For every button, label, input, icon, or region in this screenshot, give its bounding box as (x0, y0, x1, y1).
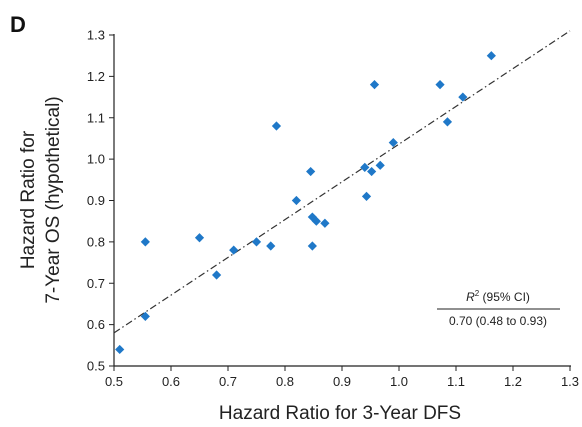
x-tick-label: 1.3 (561, 374, 579, 389)
data-point-diamond (388, 137, 398, 148)
data-point-diamond (251, 237, 262, 247)
data-point-diamond (307, 212, 317, 222)
data-point-diamond (140, 237, 150, 247)
data-point-diamond (311, 216, 321, 226)
y-tick-label: 1.1 (87, 110, 105, 125)
regression-line (113, 30, 571, 334)
data-point-diamond (369, 80, 380, 90)
data-point-diamond (320, 218, 330, 228)
data-point-diamond (375, 160, 385, 170)
y-tick-label: 0.5 (87, 359, 105, 374)
x-tick-label: 1.0 (390, 374, 408, 389)
r-symbol: R (466, 290, 475, 304)
r-squared-annotation: R2 (95% CI) 0.70 (0.48 to 0.93) (437, 289, 560, 328)
x-axis-ticks: 0.5 0.6 0.7 0.8 0.9 1.0 1.1 1.2 1.3 (105, 366, 579, 389)
y-tick-label: 0.9 (87, 193, 105, 208)
x-tick-label: 0.5 (105, 374, 123, 389)
data-point-diamond (115, 344, 125, 355)
data-point-diamond (307, 241, 317, 251)
data-point-diamond (229, 245, 239, 255)
y-axis-title-line-2: 7-Year OS (hypothetical) (43, 96, 64, 303)
y-tick-label: 1.3 (87, 28, 105, 43)
y-tick-label: 1.2 (87, 69, 105, 84)
data-point-diamond (367, 166, 377, 177)
data-point-diamond (140, 311, 150, 321)
x-tick-label: 0.9 (333, 374, 351, 389)
data-point-diamond (271, 121, 282, 131)
r-superscript: 2 (475, 289, 480, 298)
y-axis-ticks: 0.5 0.6 0.7 0.8 0.9 1.0 1.1 1.2 1.3 (87, 28, 114, 374)
data-point-diamond (486, 51, 496, 61)
x-tick-label: 1.1 (447, 374, 465, 389)
x-tick-label: 1.2 (504, 374, 522, 389)
data-point-diamond (360, 162, 370, 172)
fit-line-layer (113, 30, 571, 334)
data-point-diamond (212, 270, 222, 280)
r-squared-suffix: (95% CI) (479, 290, 530, 304)
x-axis-title: Hazard Ratio for 3-Year DFS (219, 403, 461, 424)
data-point-diamond (306, 166, 316, 177)
y-tick-label: 0.8 (87, 234, 105, 249)
r-squared-ci-value: 0.70 (0.48 to 0.93) (449, 314, 547, 328)
data-points (115, 51, 496, 355)
r-squared-label: R2 (95% CI) (466, 289, 530, 304)
data-point-diamond (361, 191, 372, 201)
y-tick-label: 0.7 (87, 276, 105, 291)
data-point-diamond (291, 195, 301, 206)
y-axis-title-line-1: Hazard Ratio for (18, 130, 39, 269)
x-tick-label: 0.7 (219, 374, 237, 389)
data-point-diamond (266, 241, 276, 251)
data-point-diamond (458, 92, 468, 102)
data-point-diamond (442, 117, 453, 127)
y-tick-label: 1.0 (87, 152, 105, 167)
data-point-diamond (435, 80, 445, 90)
panel-label: D (10, 12, 26, 37)
x-tick-label: 0.6 (162, 374, 180, 389)
y-tick-label: 0.6 (87, 317, 105, 332)
data-point-diamond (194, 233, 205, 243)
x-tick-label: 0.8 (276, 374, 294, 389)
y-axis-title: Hazard Ratio for 7-Year OS (hypothetical… (18, 96, 64, 303)
